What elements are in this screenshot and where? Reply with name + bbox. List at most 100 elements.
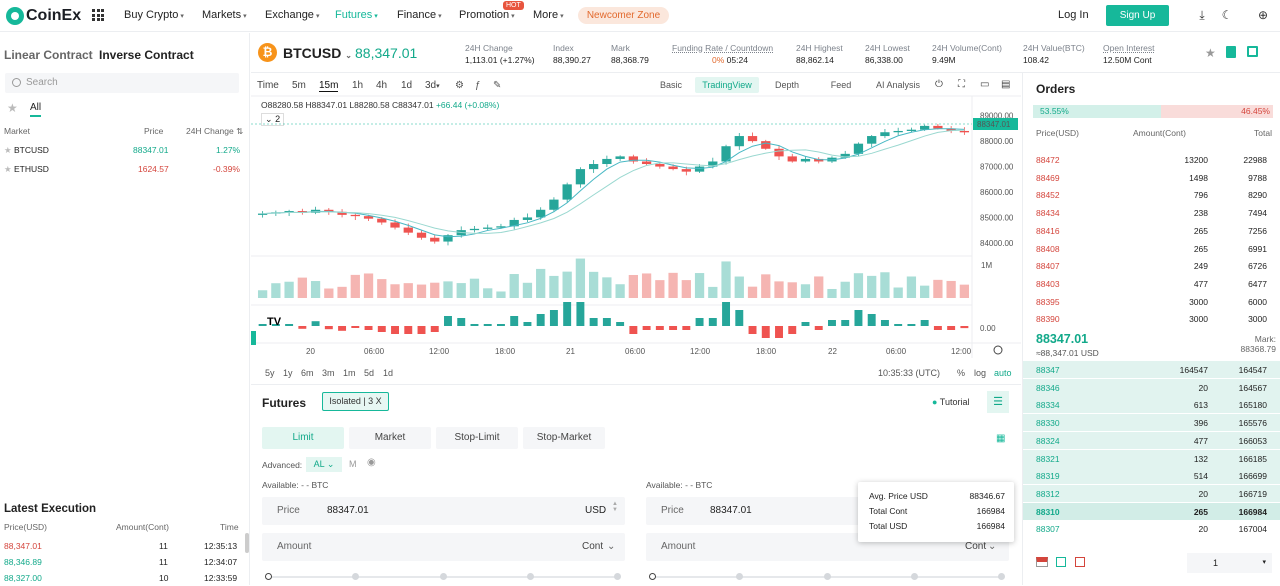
bid-row[interactable]: 88330 396 165576: [1023, 414, 1280, 432]
col-market[interactable]: Market: [4, 126, 30, 136]
book-view-bids-icon[interactable]: [1056, 557, 1066, 567]
ask-row[interactable]: 88472 13200 22988: [1036, 155, 1267, 165]
layout-icon[interactable]: [1247, 46, 1258, 57]
amount-field-right[interactable]: Amount Cont ⌄: [646, 533, 1009, 561]
chart-area[interactable]: Time 5m 15m 1h 4h 1d 3d▾ ⚙ ƒ ✎ Basic Tra…: [251, 73, 1021, 383]
chart-settings-icon[interactable]: ⚙: [455, 80, 464, 91]
bid-row[interactable]: 88310 265 166984: [1023, 502, 1280, 520]
signup-button[interactable]: Sign Up: [1106, 5, 1169, 26]
bid-row[interactable]: 88347 164547 164547: [1023, 361, 1280, 378]
nav-finance[interactable]: Finance ▾: [397, 9, 442, 21]
nav-more[interactable]: More ▾: [533, 9, 564, 21]
coinex-logo[interactable]: CoinEx: [6, 7, 81, 25]
col-24h-change[interactable]: 24H Change ⇅: [186, 126, 244, 136]
calculator-icon[interactable]: ▦: [996, 433, 1006, 444]
bid-row[interactable]: 88319 514 166699: [1023, 467, 1280, 485]
view-tradingview[interactable]: TradingView: [695, 77, 759, 93]
order-type-market[interactable]: Market: [349, 427, 431, 449]
view-basic[interactable]: Basic: [659, 80, 682, 90]
order-type-stop-market[interactable]: Stop-Market: [523, 427, 605, 449]
margin-mode-button[interactable]: Isolated | 3 X: [322, 392, 389, 411]
tab-inverse-contract[interactable]: Inverse Contract: [99, 48, 194, 62]
tf-15m[interactable]: 15m: [319, 80, 339, 92]
amount-slider-right[interactable]: [649, 573, 1005, 580]
tab-linear-contract[interactable]: Linear Contract: [4, 48, 93, 62]
goto-realtime-icon[interactable]: [993, 345, 1003, 355]
eye-icon[interactable]: ◉: [367, 457, 376, 468]
draw-icon[interactable]: ✎: [493, 80, 502, 91]
bid-row[interactable]: 88312 20 166719: [1023, 484, 1280, 502]
favorite-star-icon[interactable]: ★: [1205, 46, 1216, 60]
range-5d[interactable]: 5d: [364, 368, 375, 378]
range-1m[interactable]: 1m: [343, 368, 356, 378]
bid-row[interactable]: 88307 20 167004: [1023, 520, 1280, 538]
range-5y[interactable]: 5y: [265, 368, 275, 378]
bid-row[interactable]: 88321 132 166185: [1023, 449, 1280, 467]
scrollbar[interactable]: [245, 533, 249, 553]
refresh-icon[interactable]: ⏻: [935, 79, 943, 90]
layout-toggle-icon[interactable]: ▤: [1001, 79, 1011, 90]
log-toggle[interactable]: log: [974, 368, 987, 378]
apps-grid-icon[interactable]: [92, 9, 104, 21]
search-input[interactable]: Search: [5, 73, 239, 93]
tf-5m[interactable]: 5m: [292, 80, 306, 91]
ask-row[interactable]: 88403 477 6477: [1036, 278, 1267, 289]
market-row-btcusd[interactable]: ★ BTCUSD 88347.01 1.27%: [4, 145, 241, 155]
tf-3d[interactable]: 3d▾: [425, 80, 440, 91]
auto-toggle[interactable]: auto: [994, 368, 1012, 378]
nav-futures[interactable]: Futures ▾: [335, 9, 378, 21]
view-depth[interactable]: Depth: [774, 80, 800, 90]
range-3m[interactable]: 3m: [322, 368, 335, 378]
nav-promotion[interactable]: Promotion ▾: [459, 9, 515, 21]
range-6m[interactable]: 6m: [301, 368, 314, 378]
ask-row[interactable]: 88395 3000 6000: [1036, 296, 1267, 307]
newcomer-zone-button[interactable]: Newcomer Zone: [578, 7, 669, 24]
indicator-toggle[interactable]: ⌄ 2: [261, 113, 285, 126]
stat-funding-rate[interactable]: Funding Rate / Countdown 0% 05:24: [672, 43, 774, 65]
panel-handle[interactable]: [251, 331, 256, 345]
market-row-ethusd[interactable]: ★ ETHUSD 1624.57 -0.39%: [4, 164, 240, 174]
nav-markets[interactable]: Markets ▾: [202, 9, 247, 21]
tutorial-link[interactable]: ● Tutorial: [932, 397, 970, 407]
tf-4h[interactable]: 4h: [376, 80, 388, 91]
m-toggle[interactable]: M: [349, 459, 357, 469]
view-feed[interactable]: Feed: [830, 80, 852, 90]
book-view-both-icon[interactable]: [1036, 557, 1048, 567]
screenshot-icon[interactable]: ▭: [980, 79, 990, 90]
range-1y[interactable]: 1y: [283, 368, 293, 378]
advanced-select[interactable]: AL ⌄: [306, 457, 342, 472]
nav-exchange[interactable]: Exchange ▾: [265, 9, 320, 21]
indicators-icon[interactable]: ƒ: [475, 80, 481, 91]
fullscreen-icon[interactable]: ⛶: [958, 79, 965, 90]
order-type-limit[interactable]: Limit: [262, 427, 344, 449]
ask-row[interactable]: 88416 265 7256: [1036, 225, 1267, 236]
tf-time[interactable]: Time: [257, 80, 279, 91]
ask-row[interactable]: 88469 1498 9788: [1036, 172, 1267, 183]
depth-precision-select[interactable]: 1 ▾: [1187, 553, 1272, 573]
ask-row[interactable]: 88452 796 8290: [1036, 190, 1267, 201]
col-price[interactable]: Price: [144, 126, 164, 136]
dark-mode-icon[interactable]: ☾: [1221, 8, 1233, 22]
tf-1d[interactable]: 1d: [401, 80, 413, 91]
price-field[interactable]: Price 88347.01 USD ▲ ▼: [262, 497, 625, 525]
amount-slider[interactable]: [265, 573, 621, 580]
book-view-asks-icon[interactable]: [1075, 557, 1085, 567]
tf-1h[interactable]: 1h: [352, 80, 364, 91]
nav-buy-crypto[interactable]: Buy Crypto ▾: [124, 9, 184, 21]
bid-row[interactable]: 88346 20 164567: [1023, 378, 1280, 396]
view-ai-analysis[interactable]: AI Analysis: [875, 80, 921, 90]
price-field-right[interactable]: Price 88347.01: [646, 497, 886, 525]
order-type-stop-limit[interactable]: Stop-Limit: [436, 427, 518, 449]
bid-row[interactable]: 88334 613 165180: [1023, 396, 1280, 414]
ask-row[interactable]: 88407 249 6726: [1036, 261, 1267, 272]
globe-icon[interactable]: ⊕: [1257, 8, 1269, 22]
ask-row[interactable]: 88434 238 7494: [1036, 208, 1267, 219]
amount-field[interactable]: Amount Cont ⌄: [262, 533, 625, 561]
download-icon[interactable]: ⤓: [1199, 8, 1205, 22]
ask-row[interactable]: 88390 3000 3000: [1036, 314, 1267, 325]
price-chart-svg[interactable]: 89000.00 88000.00 87000.00 86000.00 85000.00…: [251, 73, 1021, 383]
login-link[interactable]: Log In: [1058, 9, 1089, 21]
book-icon[interactable]: [1226, 46, 1236, 58]
tab-all[interactable]: All: [30, 102, 42, 117]
bid-row[interactable]: 88324 477 166053: [1023, 431, 1280, 449]
